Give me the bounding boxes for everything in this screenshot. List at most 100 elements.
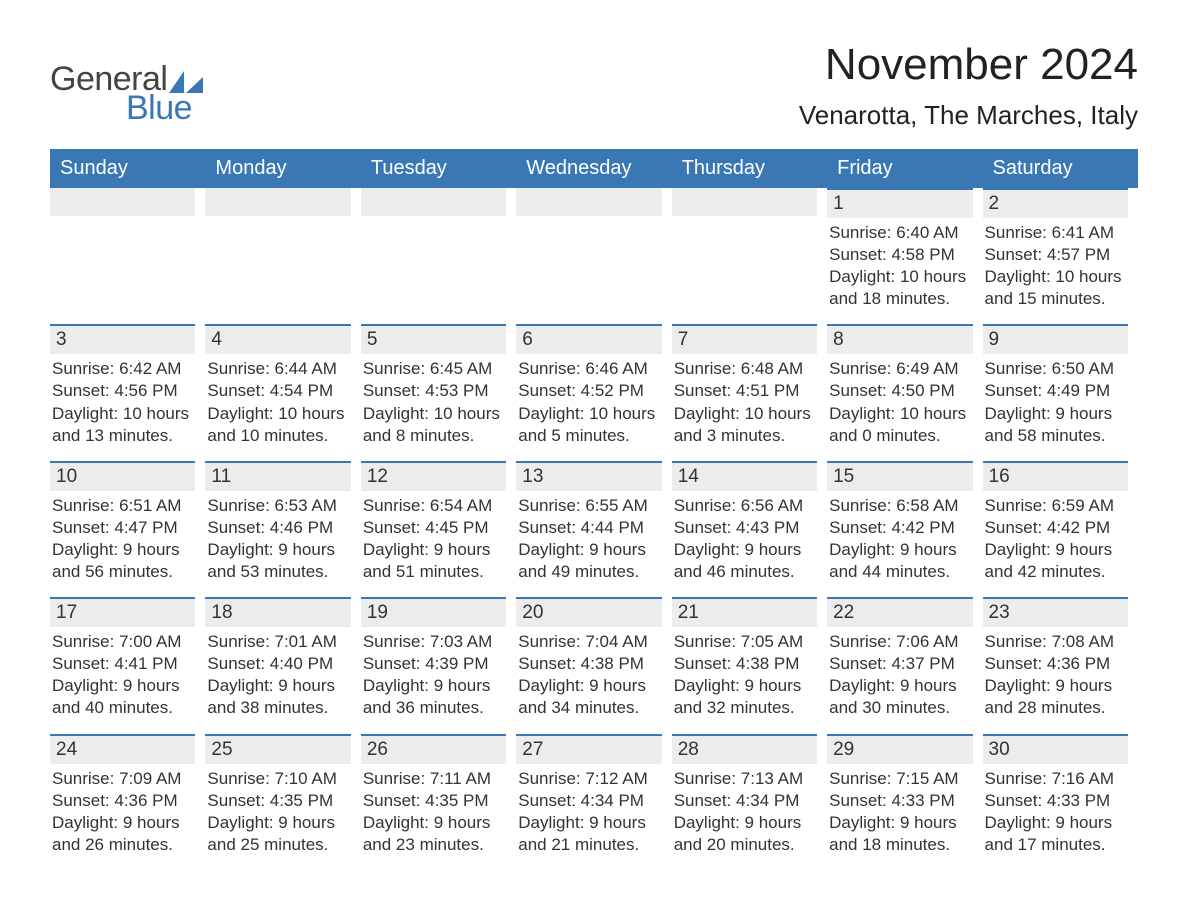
day-details: Sunrise: 7:09 AMSunset: 4:36 PMDaylight:… bbox=[50, 768, 195, 856]
day-number: 10 bbox=[50, 461, 195, 491]
day-details: Sunrise: 6:49 AMSunset: 4:50 PMDaylight:… bbox=[827, 358, 972, 446]
week-row: 24 Sunrise: 7:09 AMSunset: 4:36 PMDayligh… bbox=[50, 734, 1138, 870]
day-number: 24 bbox=[50, 734, 195, 764]
day-number: 9 bbox=[983, 324, 1128, 354]
day-number: 11 bbox=[205, 461, 350, 491]
day-cell: 13Sunrise: 6:55 AMSunset: 4:44 PMDayligh… bbox=[516, 461, 671, 597]
day-cell: 11 Sunrise: 6:53 AMSunset: 4:46 PMDayligh… bbox=[205, 461, 360, 597]
day-number-empty bbox=[50, 188, 195, 216]
day-cell: 30 Sunrise: 7:16 AMSunset: 4:33 PMDayligh… bbox=[983, 734, 1138, 870]
day-number: 7 bbox=[672, 324, 817, 354]
day-number: 23 bbox=[983, 597, 1128, 627]
month-title: November 2024 bbox=[799, 40, 1138, 90]
day-details: Sunrise: 6:44 AMSunset: 4:54 PMDaylight:… bbox=[205, 358, 350, 446]
day-cell: 3 Sunrise: 6:42 AMSunset: 4:56 PMDaylight… bbox=[50, 324, 205, 460]
day-cell: 2Sunrise: 6:41 AMSunset: 4:57 PMDaylight… bbox=[983, 188, 1138, 324]
logo: General Blue bbox=[50, 40, 203, 128]
day-details: Sunrise: 7:10 AMSunset: 4:35 PMDaylight:… bbox=[205, 768, 350, 856]
day-details: Sunrise: 6:42 AMSunset: 4:56 PMDaylight:… bbox=[50, 358, 195, 446]
weeks-container: 1 Sunrise: 6:40 AMSunset: 4:58 PMDaylight… bbox=[50, 188, 1138, 870]
day-details: Sunrise: 7:13 AMSunset: 4:34 PMDaylight:… bbox=[672, 768, 817, 856]
day-details: Sunrise: 6:53 AMSunset: 4:46 PMDaylight:… bbox=[205, 495, 350, 583]
day-details: Sunrise: 7:00 AMSunset: 4:41 PMDaylight:… bbox=[50, 631, 195, 719]
day-details: Sunrise: 7:12 AMSunset: 4:34 PMDaylight:… bbox=[516, 768, 661, 856]
day-number: 30 bbox=[983, 734, 1128, 764]
day-number: 3 bbox=[50, 324, 195, 354]
day-number: 29 bbox=[827, 734, 972, 764]
day-details: Sunrise: 6:40 AMSunset: 4:58 PMDaylight:… bbox=[827, 222, 972, 310]
day-details: Sunrise: 7:06 AMSunset: 4:37 PMDaylight:… bbox=[827, 631, 972, 719]
day-number: 19 bbox=[361, 597, 506, 627]
day-number: 21 bbox=[672, 597, 817, 627]
day-number: 16 bbox=[983, 461, 1128, 491]
day-details: Sunrise: 6:54 AMSunset: 4:45 PMDaylight:… bbox=[361, 495, 506, 583]
day-details: Sunrise: 6:48 AMSunset: 4:51 PMDaylight:… bbox=[672, 358, 817, 446]
day-details: Sunrise: 7:16 AMSunset: 4:33 PMDaylight:… bbox=[983, 768, 1128, 856]
day-cell: 25 Sunrise: 7:10 AMSunset: 4:35 PMDayligh… bbox=[205, 734, 360, 870]
day-number: 12 bbox=[361, 461, 506, 491]
day-number: 1 bbox=[827, 188, 972, 218]
day-cell: 17Sunrise: 7:00 AMSunset: 4:41 PMDayligh… bbox=[50, 597, 205, 733]
logo-text-blue: Blue bbox=[126, 89, 203, 128]
day-number-empty bbox=[672, 188, 817, 216]
day-number: 18 bbox=[205, 597, 350, 627]
day-number: 5 bbox=[361, 324, 506, 354]
week-row: 10 Sunrise: 6:51 AMSunset: 4:47 PMDayligh… bbox=[50, 461, 1138, 597]
day-number: 6 bbox=[516, 324, 661, 354]
day-details: Sunrise: 7:05 AMSunset: 4:38 PMDaylight:… bbox=[672, 631, 817, 719]
page: General Blue November 2024 Venarotta, Th… bbox=[0, 0, 1188, 920]
day-details: Sunrise: 6:50 AMSunset: 4:49 PMDaylight:… bbox=[983, 358, 1128, 446]
day-cell: 20 Sunrise: 7:04 AMSunset: 4:38 PMDayligh… bbox=[516, 597, 671, 733]
day-number-empty bbox=[361, 188, 506, 216]
day-number: 4 bbox=[205, 324, 350, 354]
day-number-empty bbox=[205, 188, 350, 216]
weekday-header-cell: Tuesday bbox=[361, 149, 516, 188]
day-cell: 18 Sunrise: 7:01 AMSunset: 4:40 PMDayligh… bbox=[205, 597, 360, 733]
day-number-empty bbox=[516, 188, 661, 216]
day-cell: 21 Sunrise: 7:05 AMSunset: 4:38 PMDayligh… bbox=[672, 597, 827, 733]
day-details: Sunrise: 6:55 AMSunset: 4:44 PMDaylight:… bbox=[516, 495, 661, 583]
calendar: SundayMondayTuesdayWednesdayThursdayFrid… bbox=[50, 149, 1138, 870]
location: Venarotta, The Marches, Italy bbox=[799, 100, 1138, 131]
day-number: 27 bbox=[516, 734, 661, 764]
day-cell bbox=[205, 188, 360, 324]
header: General Blue November 2024 Venarotta, Th… bbox=[50, 40, 1138, 131]
day-details: Sunrise: 7:04 AMSunset: 4:38 PMDaylight:… bbox=[516, 631, 661, 719]
day-cell: 12 Sunrise: 6:54 AMSunset: 4:45 PMDayligh… bbox=[361, 461, 516, 597]
week-row: 3 Sunrise: 6:42 AMSunset: 4:56 PMDaylight… bbox=[50, 324, 1138, 460]
day-cell bbox=[50, 188, 205, 324]
day-number: 22 bbox=[827, 597, 972, 627]
day-cell: 27 Sunrise: 7:12 AMSunset: 4:34 PMDayligh… bbox=[516, 734, 671, 870]
day-number: 15 bbox=[827, 461, 972, 491]
day-details: Sunrise: 7:15 AMSunset: 4:33 PMDaylight:… bbox=[827, 768, 972, 856]
day-cell bbox=[672, 188, 827, 324]
weekday-header-row: SundayMondayTuesdayWednesdayThursdayFrid… bbox=[50, 149, 1138, 188]
day-cell: 29 Sunrise: 7:15 AMSunset: 4:33 PMDayligh… bbox=[827, 734, 982, 870]
day-details: Sunrise: 6:45 AMSunset: 4:53 PMDaylight:… bbox=[361, 358, 506, 446]
day-cell: 26Sunrise: 7:11 AMSunset: 4:35 PMDayligh… bbox=[361, 734, 516, 870]
day-details: Sunrise: 7:08 AMSunset: 4:36 PMDaylight:… bbox=[983, 631, 1128, 719]
day-cell bbox=[516, 188, 671, 324]
day-cell: 8Sunrise: 6:49 AMSunset: 4:50 PMDaylight… bbox=[827, 324, 982, 460]
day-details: Sunrise: 6:46 AMSunset: 4:52 PMDaylight:… bbox=[516, 358, 661, 446]
day-number: 25 bbox=[205, 734, 350, 764]
weekday-header-cell: Monday bbox=[205, 149, 360, 188]
day-details: Sunrise: 6:51 AMSunset: 4:47 PMDaylight:… bbox=[50, 495, 195, 583]
day-number: 20 bbox=[516, 597, 661, 627]
day-cell bbox=[361, 188, 516, 324]
day-details: Sunrise: 7:01 AMSunset: 4:40 PMDaylight:… bbox=[205, 631, 350, 719]
title-block: November 2024 Venarotta, The Marches, It… bbox=[799, 40, 1138, 131]
week-row: 17Sunrise: 7:00 AMSunset: 4:41 PMDayligh… bbox=[50, 597, 1138, 733]
day-number: 2 bbox=[983, 188, 1128, 218]
day-cell: 15 Sunrise: 6:58 AMSunset: 4:42 PMDayligh… bbox=[827, 461, 982, 597]
day-number: 28 bbox=[672, 734, 817, 764]
day-details: Sunrise: 7:03 AMSunset: 4:39 PMDaylight:… bbox=[361, 631, 506, 719]
weekday-header-cell: Thursday bbox=[672, 149, 827, 188]
day-cell: 10 Sunrise: 6:51 AMSunset: 4:47 PMDayligh… bbox=[50, 461, 205, 597]
day-details: Sunrise: 6:58 AMSunset: 4:42 PMDaylight:… bbox=[827, 495, 972, 583]
day-cell: 9 Sunrise: 6:50 AMSunset: 4:49 PMDaylight… bbox=[983, 324, 1138, 460]
day-cell: 4 Sunrise: 6:44 AMSunset: 4:54 PMDaylight… bbox=[205, 324, 360, 460]
day-number: 26 bbox=[361, 734, 506, 764]
day-cell: 24 Sunrise: 7:09 AMSunset: 4:36 PMDayligh… bbox=[50, 734, 205, 870]
day-cell: 6 Sunrise: 6:46 AMSunset: 4:52 PMDaylight… bbox=[516, 324, 671, 460]
